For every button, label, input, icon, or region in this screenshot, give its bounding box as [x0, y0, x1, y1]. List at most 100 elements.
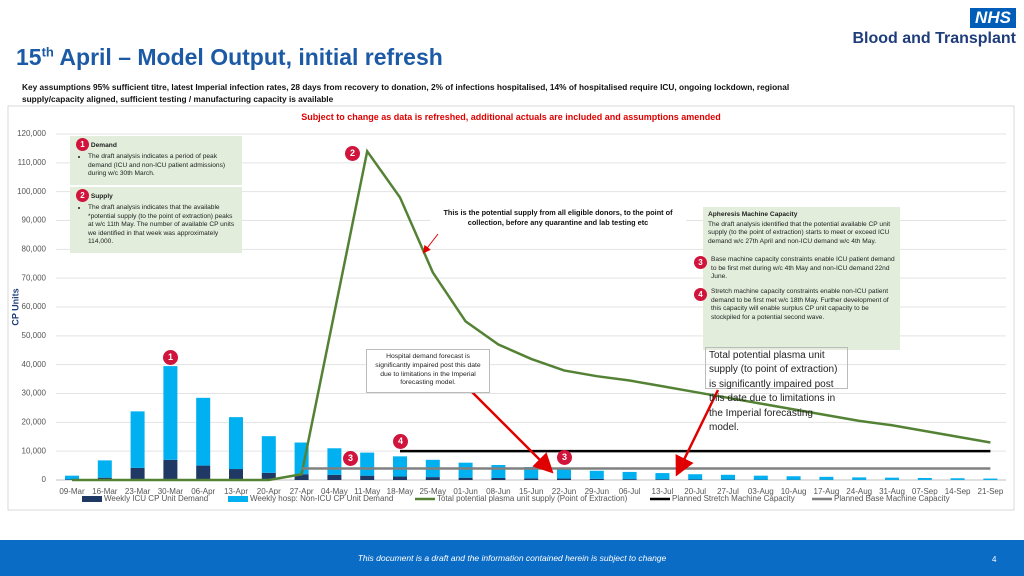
- arrow: [469, 389, 554, 474]
- bar: [360, 475, 375, 480]
- y-tick-label: 0: [42, 475, 47, 484]
- y-tick-label: 70,000: [22, 273, 47, 282]
- y-tick-label: 90,000: [22, 216, 47, 225]
- bar: [261, 472, 276, 480]
- box-text: The draft analysis indicates that the av…: [88, 204, 236, 247]
- x-tick-label: 25-May: [419, 487, 446, 496]
- bar: [688, 474, 703, 480]
- bar: [294, 442, 309, 475]
- hospital-note: Hospital demand forecast is significantl…: [366, 349, 490, 393]
- x-tick-label: 01-Jun: [453, 487, 477, 496]
- legend-label: Planned Base Machine Capacity: [834, 494, 950, 503]
- supply-note: Total potential plasma unit supply (to p…: [705, 347, 848, 433]
- page-number: 4: [992, 555, 997, 564]
- bar: [65, 475, 79, 480]
- chart-badge: 4: [393, 434, 408, 449]
- x-tick-label: 15-Jun: [519, 487, 543, 496]
- chart-badge: 2: [345, 146, 360, 161]
- x-tick-label: 20-Apr: [257, 487, 281, 496]
- bar: [163, 459, 178, 480]
- bar: [425, 477, 440, 480]
- x-tick-label: 27-Apr: [290, 487, 314, 496]
- x-tick-label: 08-Jun: [486, 487, 510, 496]
- title-sup: th: [41, 44, 54, 60]
- y-tick-label: 40,000: [22, 360, 47, 369]
- bar: [491, 477, 506, 480]
- bar: [261, 436, 276, 473]
- bar: [458, 477, 473, 480]
- bar: [97, 460, 112, 478]
- chart-frame: [7, 105, 1015, 511]
- chart-badge: 3: [557, 450, 572, 465]
- footer-text: This document is a draft and the informa…: [357, 553, 667, 563]
- bar: [721, 474, 735, 480]
- y-tick-label: 10,000: [22, 446, 47, 455]
- badge: 1: [76, 138, 89, 151]
- bar: [819, 476, 834, 480]
- box-heading: Demand: [90, 142, 117, 149]
- arrow: [422, 233, 439, 254]
- x-tick-label: 21-Sep: [978, 487, 1004, 496]
- bar: [163, 366, 178, 460]
- y-tick-label: 120,000: [17, 129, 46, 138]
- y-axis-label: CP Units: [10, 288, 20, 325]
- chart-badge: 1: [163, 350, 178, 365]
- title-rest: April – Model Output, initial refresh: [59, 44, 443, 70]
- bar: [327, 448, 342, 475]
- bar: [130, 411, 145, 468]
- bar: [196, 465, 211, 480]
- slide-title: 15th April – Model Output, initial refre…: [16, 44, 443, 71]
- bar: [688, 479, 703, 480]
- x-tick-label: 18-May: [387, 487, 414, 496]
- legend-swatch: [82, 496, 102, 502]
- bar: [950, 478, 965, 480]
- x-tick-label: 22-Jun: [552, 487, 576, 496]
- x-tick-label: 30-Mar: [158, 487, 184, 496]
- bar: [557, 469, 571, 479]
- bar: [393, 476, 407, 480]
- x-tick-label: 13-Jul: [652, 487, 674, 496]
- legend-swatch: [228, 496, 248, 502]
- x-tick-label: 13-Apr: [224, 487, 248, 496]
- bar: [622, 471, 637, 480]
- bar: [557, 478, 571, 480]
- x-tick-label: 16-Mar: [92, 487, 118, 496]
- arrow: [675, 389, 720, 477]
- bar: [524, 478, 539, 480]
- x-tick-label: 09-Mar: [59, 487, 85, 496]
- bar: [753, 475, 768, 480]
- bar: [393, 456, 407, 477]
- bar: [885, 477, 899, 480]
- badge: 3: [694, 256, 707, 270]
- x-tick-label: 27-Jul: [717, 487, 739, 496]
- y-tick-label: 80,000: [22, 244, 47, 253]
- bar: [458, 462, 473, 478]
- x-tick-label: 14-Sep: [945, 487, 971, 496]
- assumptions: Key assumptions 95% sufficient titre, la…: [22, 82, 790, 104]
- x-tick-label: 04-May: [321, 487, 348, 496]
- bar: [524, 467, 539, 479]
- y-tick-label: 110,000: [18, 158, 47, 167]
- x-tick-label: 06-Jul: [619, 487, 641, 496]
- x-tick-label: 10-Aug: [781, 487, 807, 496]
- chart-badge: 3: [343, 451, 358, 466]
- bar: [655, 479, 670, 480]
- x-tick-label: 24-Aug: [846, 487, 872, 496]
- bar: [589, 470, 604, 479]
- bar: [589, 478, 604, 480]
- apheresis-box: Apheresis Machine Capacity The draft ana…: [694, 207, 900, 350]
- box-text: The draft analysis indicates a period of…: [88, 153, 236, 179]
- box-text: The draft analysis identified that the p…: [708, 220, 891, 245]
- demand-box: 1 Demand The draft analysis indicates a …: [70, 136, 242, 185]
- y-tick-label: 100,000: [17, 187, 46, 196]
- x-tick-label: 06-Apr: [191, 487, 215, 496]
- legend-label: Planned Stretch Machine Capacity: [672, 494, 795, 503]
- logo-text: Blood and Transplant: [852, 30, 1016, 47]
- box-text: Stretch machine capacity constraints ena…: [711, 287, 889, 321]
- badge: 2: [76, 189, 89, 202]
- bar: [196, 397, 211, 466]
- notice: Subject to change as data is refreshed, …: [301, 112, 721, 122]
- potential-note: This is the potential supply from all el…: [430, 208, 686, 228]
- x-tick-label: 07-Sep: [912, 487, 938, 496]
